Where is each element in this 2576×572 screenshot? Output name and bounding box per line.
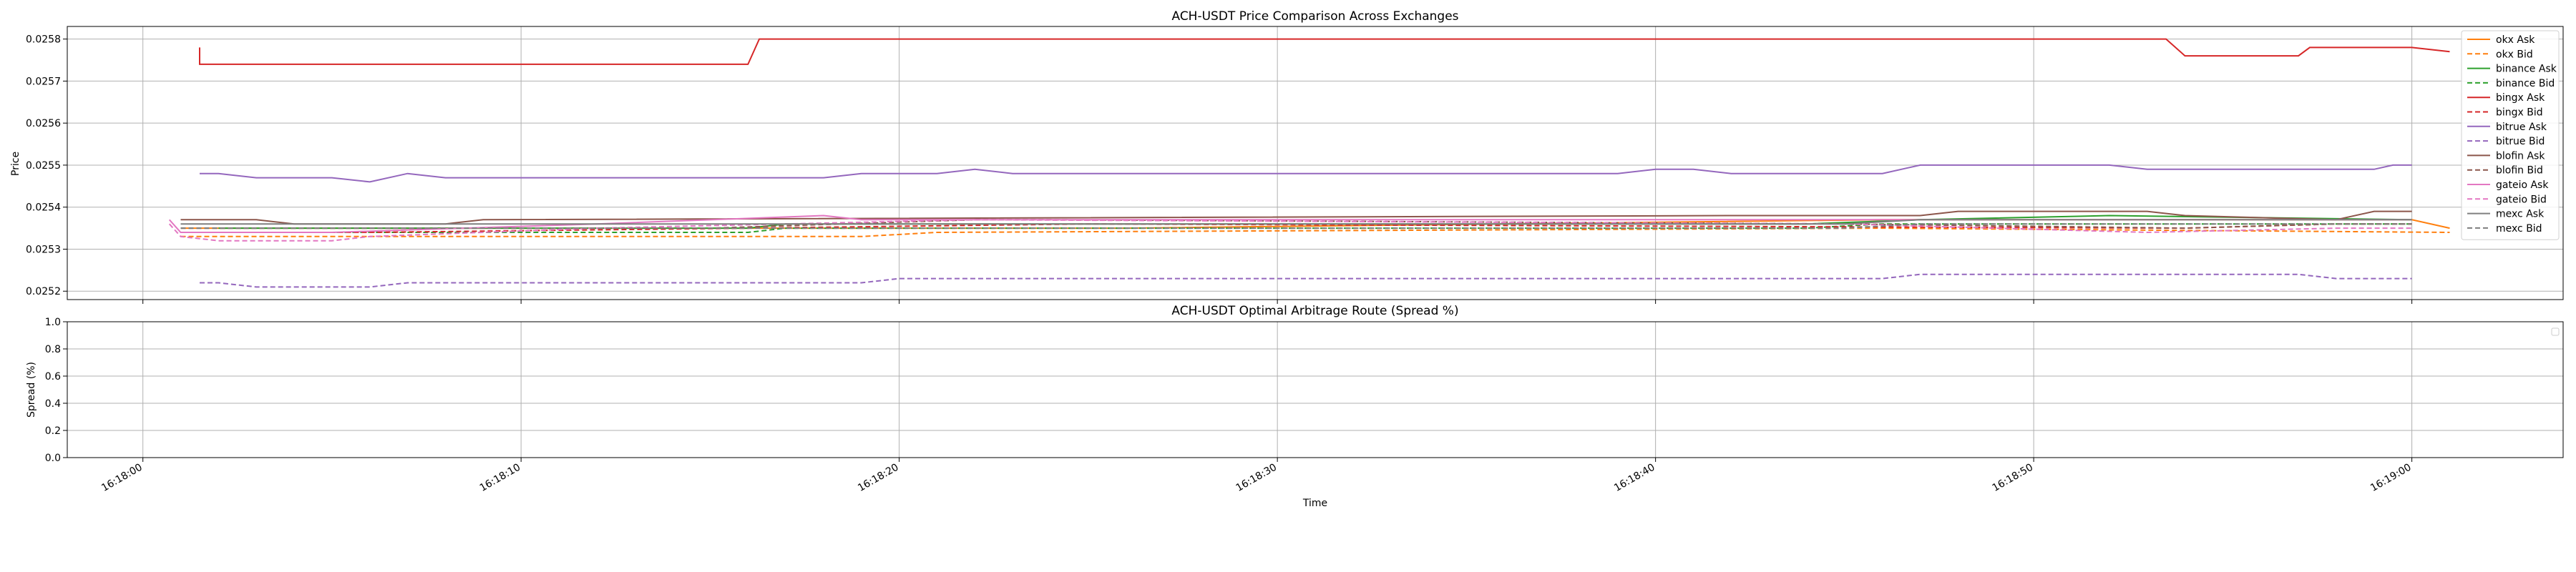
series-line-mexc-bid [180, 223, 2412, 230]
series-line-binance-bid [218, 223, 2412, 233]
legend-label: gateio Bid [2496, 194, 2547, 205]
legend-label: gateio Ask [2496, 179, 2549, 191]
legend-label: mexc Bid [2496, 223, 2542, 235]
price-y-tick-label: 0.0254 [26, 202, 61, 214]
legend-label: okx Ask [2496, 34, 2535, 46]
price-legend: okx Ask okx Bid binance Ask binance Bid bing… [2461, 30, 2560, 240]
spread-x-axis-label: Time [1302, 498, 1327, 509]
spread-y-tick-label: 1.0 [45, 317, 61, 328]
price-y-tick-labels: 0.0252 0.0253 0.0254 0.0255 0.0256 0.0257 0.02… [26, 34, 67, 297]
series-line-mexc-ask [180, 219, 2412, 225]
legend-label: bingx Ask [2496, 92, 2545, 104]
legend-label: bitrue Bid [2496, 136, 2545, 147]
series-line-gateio-bid [168, 219, 2412, 242]
price-y-tick-label: 0.0256 [26, 118, 61, 129]
price-chart-panel: ACH-USDT Price Comparison Across Exchang… [10, 9, 2564, 304]
price-y-tick-label: 0.0257 [26, 76, 61, 87]
spread-empty-legend-box [2551, 327, 2560, 336]
spread-y-tick-label: 0.2 [45, 425, 61, 437]
legend-label: bingx Bid [2496, 107, 2543, 119]
legend-label: binance Bid [2496, 78, 2555, 89]
price-y-tick-label: 0.0252 [26, 286, 61, 297]
price-y-tick-label: 0.0258 [26, 34, 61, 46]
series-line-bitrue-ask [200, 164, 2412, 183]
spread-y-tick-label: 0.6 [45, 371, 61, 383]
price-x-tick-marks [142, 300, 2413, 304]
legend-label: blofin Bid [2496, 165, 2543, 177]
price-chart-title: ACH-USDT Price Comparison Across Exchang… [1171, 9, 1458, 24]
legend-label: blofin Ask [2496, 150, 2545, 162]
spread-y-tick-labels: 0.0 0.2 0.4 0.6 0.8 1.0 [45, 317, 67, 464]
legend-label: mexc Ask [2496, 209, 2545, 220]
spread-plot-frame [67, 321, 2564, 458]
price-y-tick-label: 0.0253 [26, 244, 61, 255]
series-line-bingx-ask [199, 38, 2450, 65]
price-y-tick-label: 0.0255 [26, 160, 61, 172]
legend-label: binance Ask [2496, 64, 2557, 75]
price-series-lines [168, 38, 2450, 288]
spread-y-tick-label: 0.0 [45, 453, 61, 464]
legend-label: okx Bid [2496, 49, 2533, 60]
series-line-gateio-ask [168, 214, 2412, 233]
spread-y-tick-label: 0.4 [45, 398, 61, 410]
price-y-axis-label: Price [10, 152, 21, 176]
legend-label: bitrue Ask [2496, 122, 2547, 133]
spread-y-axis-label: Spread (%) [26, 362, 37, 418]
spread-y-tick-label: 0.8 [45, 344, 61, 355]
series-line-bitrue-bid [200, 273, 2412, 288]
spread-chart-title: ACH-USDT Optimal Arbitrage Route (Spread… [1171, 304, 1458, 318]
price-plot-frame [67, 26, 2564, 300]
series-line-okx-bid [180, 227, 2450, 237]
